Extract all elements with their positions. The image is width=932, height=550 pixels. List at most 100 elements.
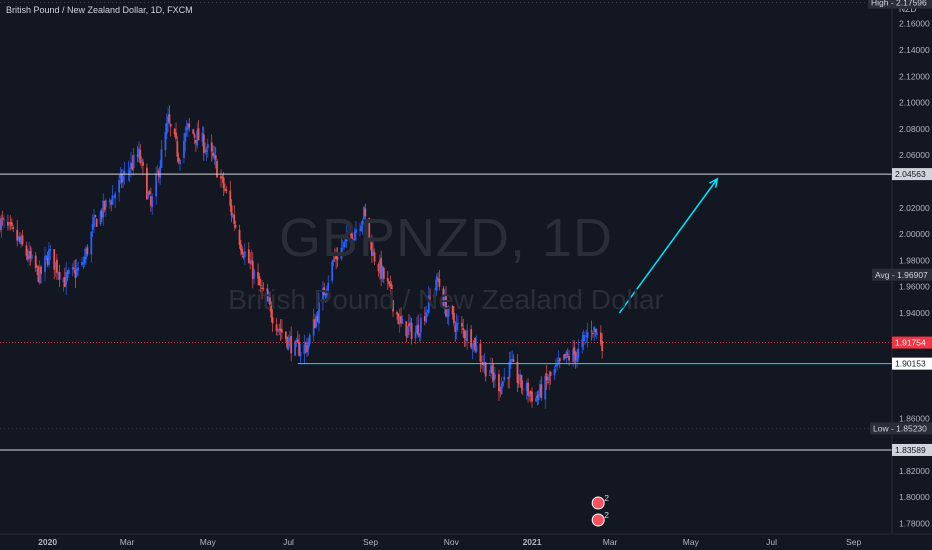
candle-body bbox=[433, 294, 435, 298]
event-badge[interactable] bbox=[591, 496, 605, 510]
candle-body bbox=[57, 273, 60, 275]
candle-body bbox=[349, 231, 352, 236]
candle-body bbox=[429, 297, 432, 299]
candle-body bbox=[460, 322, 463, 327]
candle-body bbox=[370, 242, 373, 256]
candle-body bbox=[462, 328, 465, 331]
candle-body bbox=[556, 363, 559, 367]
candle-body bbox=[415, 325, 418, 334]
time-tick-label: May bbox=[683, 537, 700, 547]
resistance-tag: 2.04563 bbox=[895, 169, 926, 179]
candle-body bbox=[307, 342, 310, 350]
candle-body bbox=[185, 127, 188, 131]
price-tick-label: 2.00000 bbox=[899, 229, 930, 239]
candle-body bbox=[234, 224, 237, 228]
candle-body bbox=[333, 257, 336, 259]
candle-body bbox=[58, 272, 61, 280]
candle-body bbox=[77, 267, 79, 271]
candle-body bbox=[401, 319, 404, 324]
event-badge-count: 2 bbox=[604, 510, 609, 520]
candle-body bbox=[539, 383, 541, 395]
price-tick-label: 1.82000 bbox=[899, 466, 930, 476]
candle-body bbox=[491, 365, 494, 374]
candle-body bbox=[130, 162, 132, 170]
price-tick-label: 2.12000 bbox=[899, 71, 930, 81]
price-tick-label: 1.80000 bbox=[899, 492, 930, 502]
candle-body bbox=[18, 236, 21, 242]
candle-body bbox=[271, 317, 274, 324]
chart-overlays bbox=[0, 2, 892, 451]
candle-body bbox=[48, 249, 50, 265]
support-tag: 1.90153 bbox=[895, 359, 926, 369]
candle-body bbox=[499, 389, 502, 392]
candle-body bbox=[94, 215, 97, 217]
price-tick-label: 1.96000 bbox=[899, 282, 930, 292]
candle-body bbox=[369, 238, 372, 241]
candle-body bbox=[156, 171, 159, 173]
candle-body bbox=[71, 266, 74, 270]
event-badge[interactable] bbox=[591, 513, 605, 527]
candle-body bbox=[574, 352, 577, 361]
candle-body bbox=[290, 336, 293, 354]
candle-body bbox=[132, 154, 135, 168]
symbol-legend[interactable]: British Pound / New Zealand Dollar, 1D, … bbox=[6, 5, 193, 15]
candle-body bbox=[202, 134, 205, 153]
candle-body bbox=[564, 353, 567, 359]
candle-body bbox=[270, 306, 273, 318]
candle-body bbox=[294, 341, 297, 356]
candlestick-series bbox=[0, 105, 604, 409]
candle-body bbox=[0, 218, 3, 230]
candle-body bbox=[359, 229, 361, 231]
candle-body bbox=[21, 235, 24, 245]
candle-body bbox=[592, 333, 594, 335]
candle-body bbox=[425, 312, 428, 323]
candle-body bbox=[405, 321, 408, 337]
candle-body bbox=[204, 150, 207, 152]
candle-body bbox=[372, 250, 375, 256]
candle-body bbox=[20, 237, 23, 245]
candle-body bbox=[173, 128, 176, 135]
candle-body bbox=[194, 139, 197, 143]
candle-body bbox=[315, 316, 318, 327]
candle-body bbox=[427, 295, 430, 313]
candle-body bbox=[545, 373, 548, 381]
candle-body bbox=[136, 155, 139, 157]
candle-body bbox=[519, 374, 522, 382]
candle-body bbox=[355, 229, 357, 233]
time-axis[interactable]: 2020 Mar May Jul Sep Nov 2021 Mar May Jul Sep bbox=[0, 533, 932, 550]
event-badges[interactable]: 22 bbox=[591, 493, 609, 527]
candle-body bbox=[142, 161, 144, 166]
candle-body bbox=[232, 215, 234, 218]
candle-body bbox=[437, 278, 439, 280]
candle-body bbox=[253, 270, 256, 279]
candle-body bbox=[577, 348, 580, 358]
watermark-symbol: GBPNZD, 1D bbox=[278, 208, 614, 268]
candle-body bbox=[323, 287, 326, 296]
candle-body bbox=[287, 337, 290, 350]
candle-body bbox=[131, 163, 134, 170]
candle-body bbox=[266, 288, 269, 302]
candle-body bbox=[151, 196, 154, 208]
candle-body bbox=[247, 249, 250, 263]
candle-body bbox=[341, 247, 344, 249]
price-tick-label: 1.78000 bbox=[899, 518, 930, 528]
candle-body bbox=[165, 123, 168, 135]
watermark-description: British Pound / New Zealand Dollar bbox=[228, 284, 664, 315]
candle-body bbox=[238, 229, 241, 245]
candle-body bbox=[594, 328, 597, 333]
candle-body bbox=[164, 131, 167, 150]
candle-body bbox=[29, 250, 32, 259]
candle-body bbox=[46, 258, 49, 265]
time-tick-label: Sep bbox=[846, 537, 861, 547]
candle-body bbox=[312, 319, 315, 336]
candle-body bbox=[345, 233, 348, 242]
candle-body bbox=[197, 128, 200, 141]
candle-body bbox=[572, 349, 574, 363]
candle-body bbox=[8, 223, 11, 225]
candle-body bbox=[63, 277, 66, 287]
candle-body bbox=[114, 193, 117, 199]
candle-body bbox=[576, 355, 578, 362]
candle-body bbox=[528, 392, 531, 397]
candle-body bbox=[447, 306, 450, 317]
